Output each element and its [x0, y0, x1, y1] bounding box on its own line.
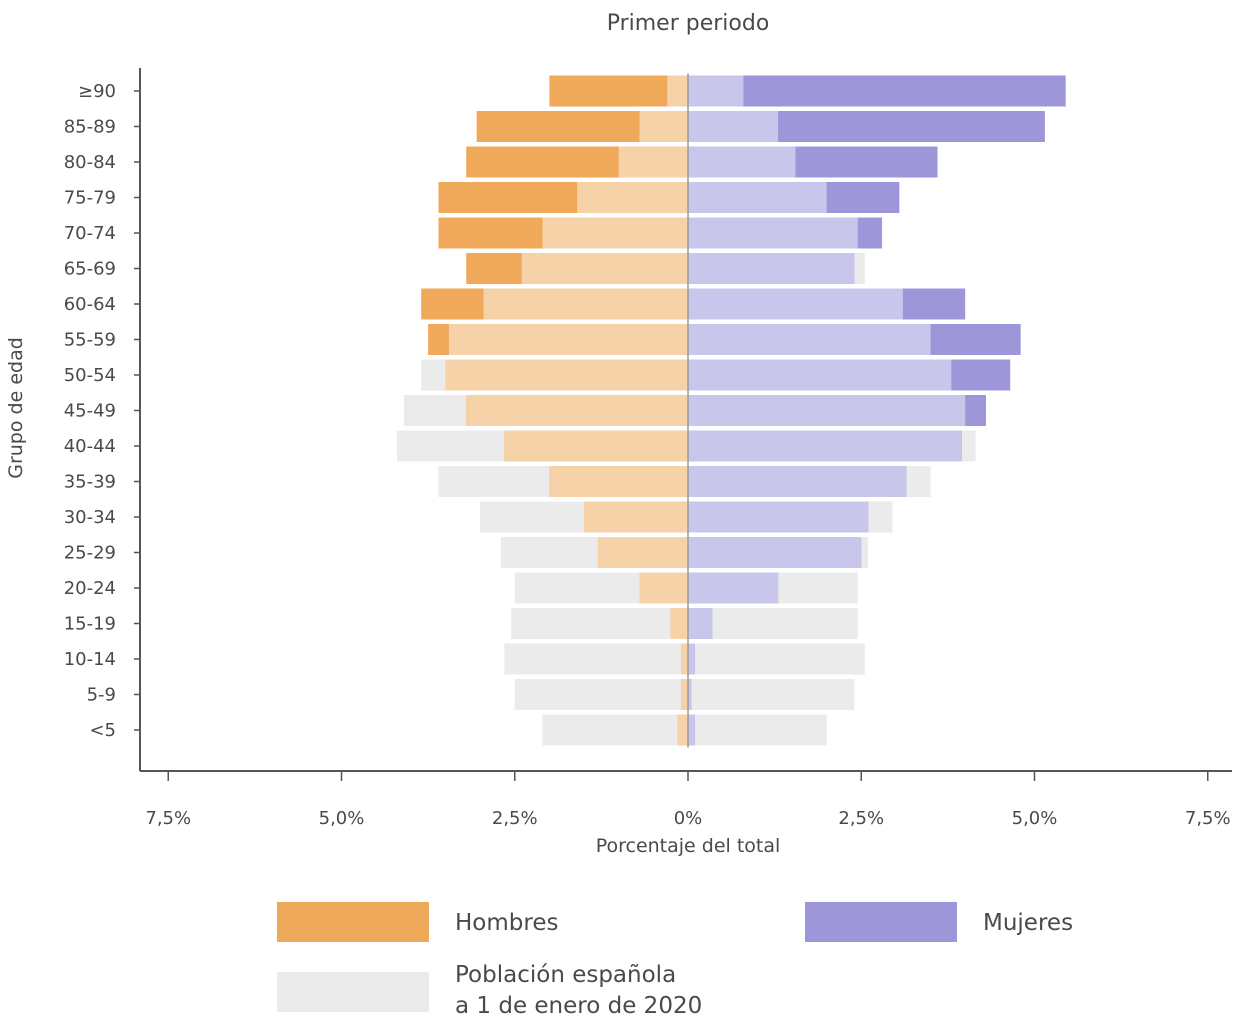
bar-overlap-men [542, 217, 688, 249]
bar-overlap-women [688, 288, 903, 320]
bar-overlap-men [639, 572, 688, 604]
bar-reference-women [688, 643, 865, 675]
x-axis-title: Porcentaje del total [596, 835, 781, 857]
bar-overlap-men [584, 501, 688, 533]
bar-reference-men [504, 643, 688, 675]
bar-overlap-men [483, 288, 688, 320]
y-tick-label: 25-29 [64, 543, 116, 564]
bar-overlap-women [688, 643, 695, 675]
x-tick-label: 7,5% [1185, 808, 1231, 829]
bar-overlap-women [688, 146, 796, 178]
bar-men [549, 75, 688, 107]
bar-women [688, 75, 1066, 107]
axes [139, 68, 1232, 772]
bar-overlap-men [677, 714, 688, 746]
bar-overlap-men [681, 679, 688, 710]
bar-overlap-women [688, 608, 713, 639]
bar-reference-women [688, 679, 855, 710]
x-tick-label: 2,5% [838, 808, 884, 829]
x-tick-label: 5,0% [319, 808, 365, 829]
bar-overlap-women [688, 217, 858, 249]
bar-reference-men [542, 714, 688, 746]
x-tick-label: 0% [674, 808, 703, 829]
y-tick-label: 15-19 [64, 614, 116, 635]
overlap-bars [445, 75, 966, 746]
y-tick-label: 60-64 [64, 294, 116, 315]
y-tick-label: 80-84 [64, 152, 116, 173]
bar-overlap-women [688, 324, 931, 355]
y-tick-label: 75-79 [64, 188, 116, 209]
bar-overlap-men [639, 111, 688, 142]
bar-overlap-men [504, 430, 688, 462]
y-tick-label: 30-34 [64, 507, 116, 528]
bar-overlap-men [445, 359, 688, 391]
y-tick-label: ≥90 [78, 81, 116, 102]
chart-title: Primer periodo [607, 11, 770, 36]
bar-overlap-women [688, 466, 907, 497]
bar-overlap-men [448, 324, 688, 355]
y-tick-label: 5-9 [87, 685, 116, 706]
bar-overlap-women [688, 430, 962, 462]
y-axis-title: Grupo de edad [5, 337, 27, 479]
bar-overlap-men [618, 146, 688, 178]
bar-overlap-women [688, 395, 966, 426]
y-tick-label: <5 [89, 720, 116, 741]
y-tick-label: 35-39 [64, 472, 116, 493]
bar-overlap-men [681, 643, 688, 675]
bar-overlap-women [688, 572, 779, 604]
y-tick-label: 55-59 [64, 330, 116, 351]
bar-overlap-men [577, 182, 688, 213]
bar-reference-men [514, 679, 688, 710]
y-tick-label: 70-74 [64, 223, 116, 244]
bar-overlap-women [688, 537, 862, 568]
bar-overlap-women [688, 359, 952, 391]
bar-reference-men [511, 608, 688, 639]
x-tick-label: 2,5% [492, 808, 538, 829]
x-tick-label: 5,0% [1012, 808, 1058, 829]
y-tick-label: 45-49 [64, 401, 116, 422]
bar-overlap-women [688, 679, 692, 710]
bar-overlap-women [688, 501, 869, 533]
bar-overlap-men [667, 75, 688, 107]
bar-overlap-women [688, 111, 779, 142]
bar-overlap-men [466, 395, 688, 426]
bar-overlap-women [688, 182, 827, 213]
y-tick-label: 10-14 [64, 649, 116, 670]
bar-overlap-men [670, 608, 688, 639]
y-axis-ticks: ≥90 85-89 80-84 75-79 70-74 65-69 60-64 55-59 50… [64, 81, 140, 741]
bar-overlap-men [521, 253, 688, 284]
bar-reference-women [688, 714, 827, 746]
bar-overlap-men [549, 466, 688, 497]
y-tick-label: 85-89 [64, 117, 116, 138]
bar-overlap-women [688, 253, 855, 284]
y-tick-label: 20-24 [64, 578, 116, 599]
x-tick-label: 7,5% [145, 808, 191, 829]
bar-overlap-women [688, 75, 744, 107]
y-tick-label: 65-69 [64, 259, 116, 280]
x-axis-ticks: 7,5% 5,0% 2,5% 0% 2,5% 5,0% 7,5% [145, 771, 1231, 829]
bar-overlap-men [597, 537, 688, 568]
y-tick-label: 50-54 [64, 365, 116, 386]
bar-reference-women [688, 608, 858, 639]
y-tick-label: 40-44 [64, 436, 116, 457]
bar-overlap-women [688, 714, 695, 746]
